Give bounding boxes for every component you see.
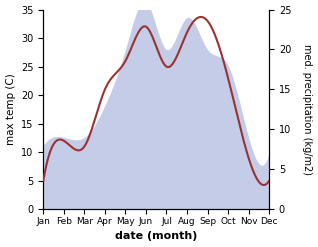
X-axis label: date (month): date (month) [115, 231, 197, 242]
Y-axis label: max temp (C): max temp (C) [5, 74, 16, 145]
Y-axis label: med. precipitation (kg/m2): med. precipitation (kg/m2) [302, 44, 313, 175]
